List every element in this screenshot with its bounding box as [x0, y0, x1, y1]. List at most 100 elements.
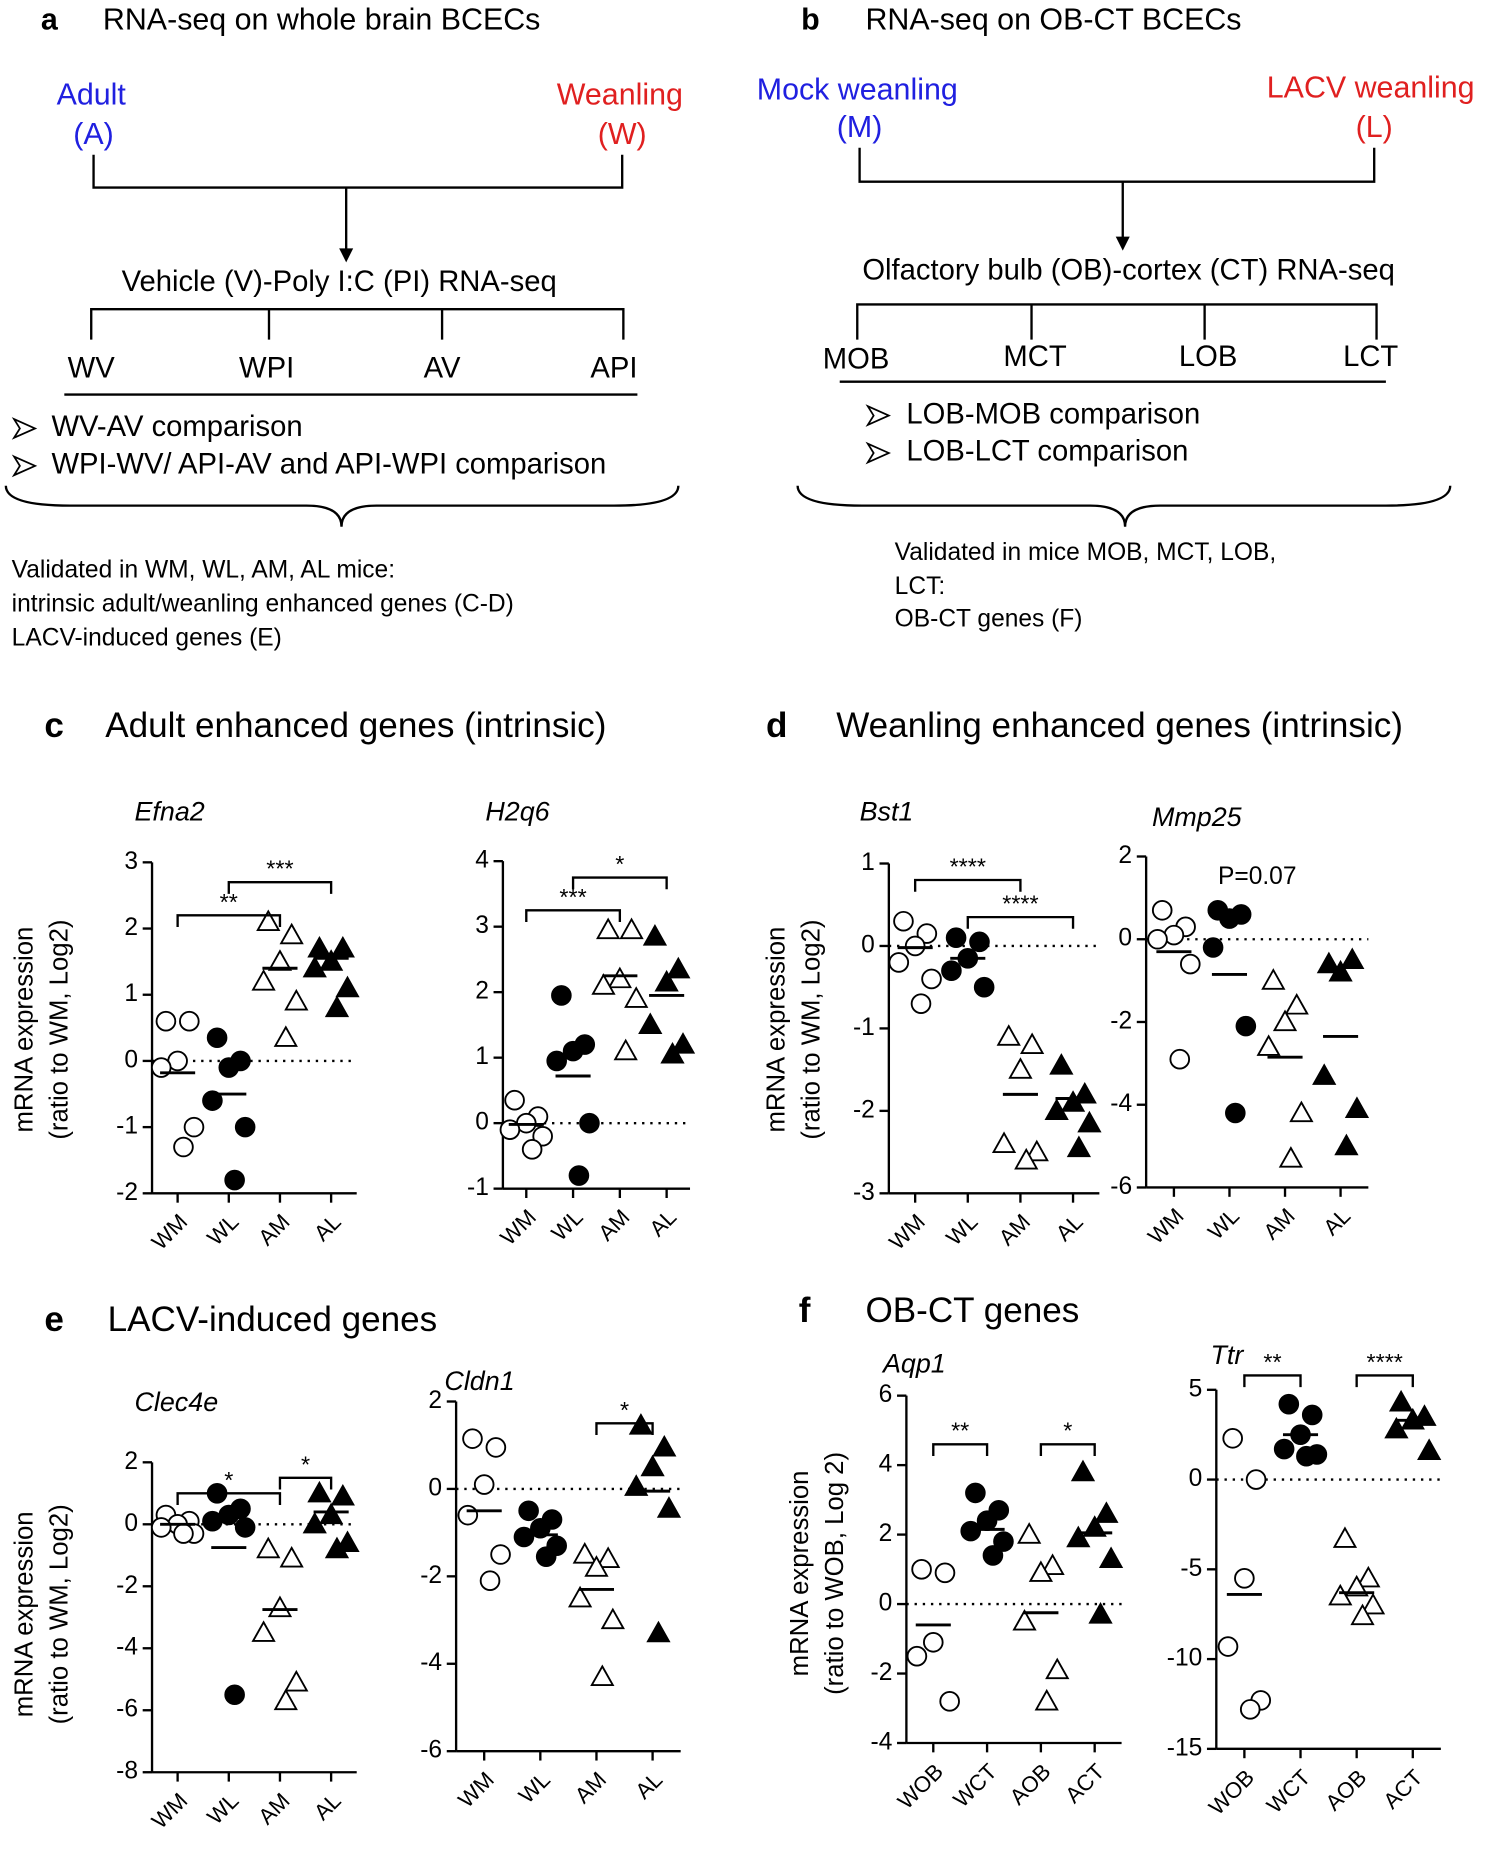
significance-label: *: [1063, 1418, 1072, 1444]
data-point: [960, 1520, 982, 1542]
data-point: [646, 1620, 671, 1643]
panel-label: c: [44, 706, 64, 745]
data-point: [513, 1526, 535, 1548]
y-tick-label: 2: [1118, 842, 1132, 869]
data-point: [202, 1510, 223, 1532]
y-axis-label: (ratio to WM, Log2): [46, 1504, 74, 1724]
data-point: [922, 1631, 944, 1653]
y-tick-label: -2: [853, 1096, 875, 1123]
x-tick-label: WL: [202, 1209, 243, 1250]
x-tick-label: WM: [147, 1209, 193, 1255]
data-point: [911, 1559, 932, 1580]
y-tick-label: 2: [124, 914, 138, 941]
x-tick-label: WL: [202, 1788, 243, 1829]
y-tick-label: -2: [116, 1179, 138, 1206]
group: LCT: [1343, 341, 1398, 373]
data-point: [530, 1517, 551, 1539]
significance-bracket: [913, 878, 1022, 892]
y-tick-label: 3: [124, 848, 138, 875]
data-point: [590, 1664, 615, 1686]
x-tick-label: AOB: [1005, 1759, 1056, 1810]
panel-title: Weanling enhanced genes (intrinsic): [836, 706, 1403, 745]
group: LOB: [1179, 341, 1237, 373]
data-point: [279, 1545, 304, 1568]
data-point: [1044, 1098, 1069, 1120]
data-point: [1278, 1393, 1300, 1415]
data-point: [1328, 1583, 1353, 1606]
y-tick-label: 2: [124, 1448, 138, 1475]
data-point: [546, 1050, 567, 1072]
y-tick-label: 1: [861, 849, 875, 876]
data-point: [251, 1620, 276, 1642]
arrow-head: [1115, 236, 1130, 251]
note: Validated in mice MOB, MCT, LOB,: [895, 539, 1277, 566]
data-point: [1312, 1063, 1337, 1085]
data-point: [1049, 1053, 1074, 1075]
data-point: [600, 1607, 625, 1630]
y-tick-label: 3: [475, 912, 489, 939]
y-tick-label: 0: [475, 1109, 489, 1136]
data-point: [1014, 1147, 1039, 1170]
data-point: [969, 931, 990, 953]
data-point: [656, 1496, 682, 1518]
significance-bracket: [278, 1476, 333, 1490]
data-point: [640, 1454, 665, 1477]
data-point: [234, 1517, 256, 1538]
y-axis-label: (ratio to WM, Log2): [798, 920, 826, 1140]
significance-bracket: [227, 881, 333, 894]
y-tick-label: -1: [853, 1014, 875, 1041]
data-point: [273, 1688, 298, 1711]
y-tick-label: -6: [116, 1696, 138, 1723]
panel-label: d: [766, 706, 787, 745]
data-point: [888, 952, 910, 973]
data-point: [607, 966, 632, 989]
x-tick-label: WM: [453, 1767, 499, 1813]
data-point: [613, 1038, 638, 1061]
data-point: [965, 1482, 986, 1504]
y-tick-label: -2: [1110, 1007, 1132, 1034]
x-tick-label: AL: [309, 1209, 346, 1246]
chart-title: H2q6: [485, 796, 549, 826]
branch: [856, 303, 1378, 340]
data-point: [624, 986, 649, 1008]
data-point: [1388, 1389, 1414, 1412]
significance-label: *: [620, 1397, 629, 1423]
y-tick-label: -15: [1167, 1734, 1202, 1761]
data-point: [670, 1032, 696, 1054]
significance-label: ****: [1002, 891, 1038, 917]
data-point: [572, 1542, 597, 1564]
panel-label: e: [44, 1300, 64, 1339]
y-tick-label: 2: [475, 978, 489, 1005]
significance-label: *: [224, 1467, 233, 1493]
significance-label: ****: [1367, 1349, 1403, 1375]
data-point: [1017, 1522, 1042, 1544]
data-point: [921, 968, 942, 990]
data-point: [993, 1531, 1014, 1552]
y-tick-label: 0: [1189, 1465, 1203, 1492]
y-tick-label: -6: [1110, 1173, 1132, 1200]
data-point: [562, 1040, 584, 1062]
panel-label: a: [41, 2, 59, 36]
data-point: [1344, 1574, 1369, 1597]
data-point: [910, 993, 932, 1014]
method: Vehicle (V)-Poly I:C (PI) RNA-seq: [122, 266, 557, 298]
data-point: [256, 909, 281, 932]
data-point: [945, 927, 967, 949]
x-tick-label: WL: [514, 1767, 555, 1808]
significance-bracket: [932, 1443, 989, 1456]
x-tick-label: AL: [1051, 1209, 1088, 1246]
data-point: [179, 1010, 200, 1032]
data-point: [934, 1562, 956, 1584]
y-tick-label: -8: [116, 1758, 138, 1785]
data-point: [1284, 993, 1309, 1015]
x-tick-label: AM: [593, 1204, 634, 1245]
data-point: [324, 1536, 350, 1559]
x-tick-label: AL: [309, 1788, 346, 1825]
data-point: [457, 1504, 479, 1526]
x-tick-label: WL: [941, 1209, 982, 1250]
y-tick-label: 6: [879, 1381, 893, 1408]
group: WV: [68, 353, 116, 385]
data-point: [302, 955, 327, 978]
data-point: [1024, 1139, 1049, 1162]
